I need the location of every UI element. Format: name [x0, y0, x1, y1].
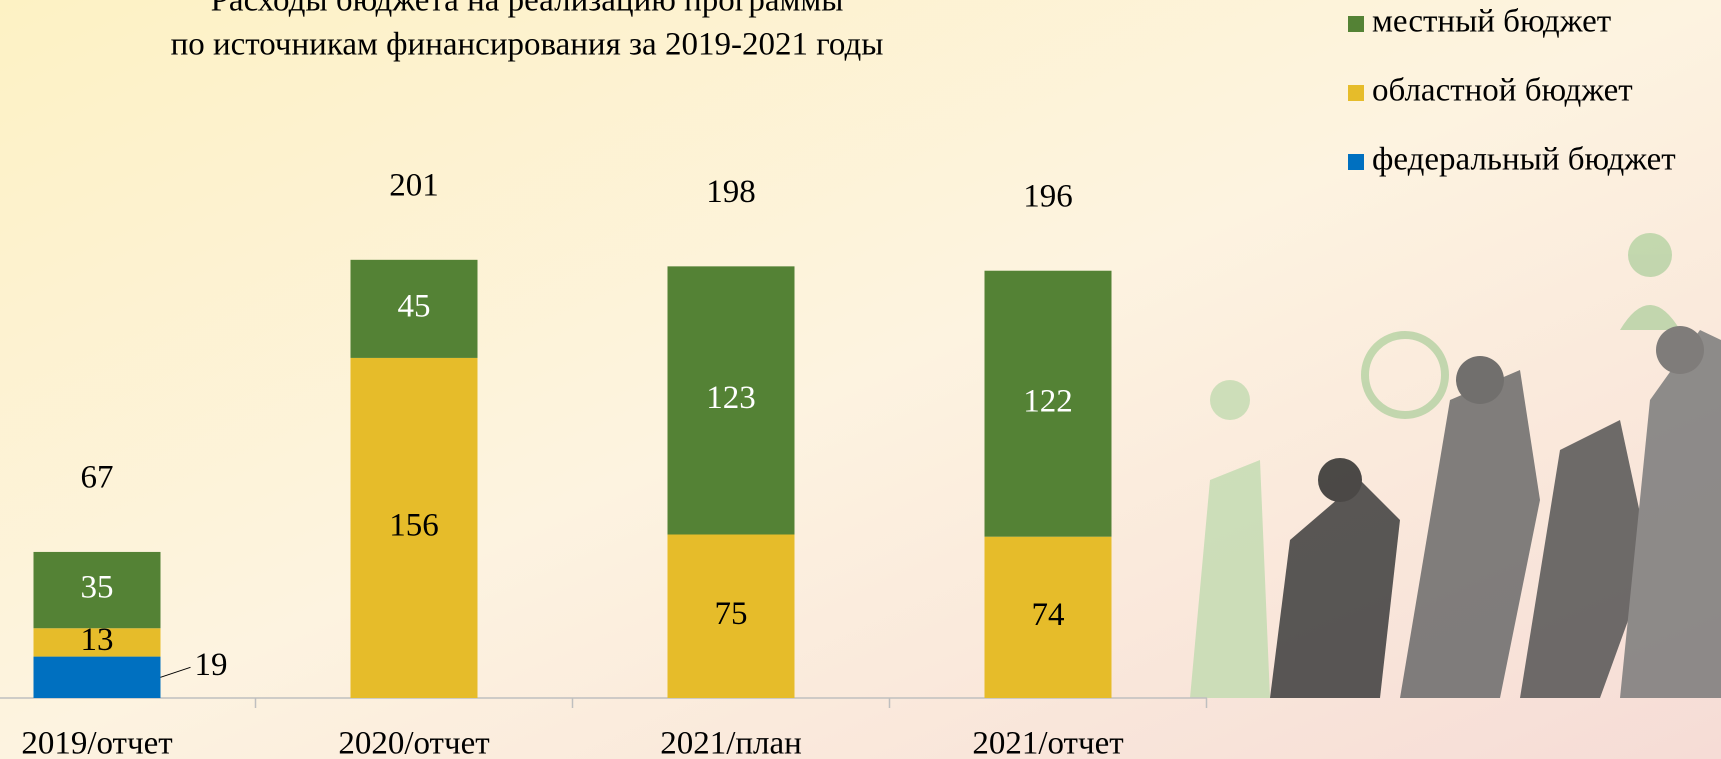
data-label: 19	[195, 647, 228, 683]
total-label: 196	[1023, 178, 1073, 214]
total-label: 67	[81, 460, 114, 496]
bar-segment	[984, 270, 1112, 537]
legend-label: областной бюджет	[1372, 73, 1633, 109]
data-label: 156	[389, 508, 439, 544]
leader-line	[160, 666, 191, 678]
chart-title: Расходы бюджета на реализацию программы	[211, 0, 844, 19]
total-label: 198	[706, 174, 756, 210]
legend-swatch	[1348, 16, 1364, 32]
data-label: 123	[706, 380, 756, 416]
bar-segment	[984, 536, 1112, 698]
bar-segment	[33, 656, 161, 698]
data-label: 45	[398, 288, 431, 324]
total-label: 201	[389, 167, 439, 203]
x-tick-label: 2021/план	[660, 726, 802, 759]
legend-swatch	[1348, 154, 1364, 170]
legend-label: федеральный бюджет	[1372, 142, 1676, 178]
bar-segment	[33, 551, 161, 629]
legend-label: местный бюджет	[1372, 4, 1611, 40]
decoration	[1190, 233, 1721, 698]
bar-segment	[667, 266, 795, 535]
bar-segment	[350, 357, 478, 698]
x-tick-label: 2020/отчет	[338, 726, 489, 759]
data-label: 74	[1032, 597, 1065, 633]
legend-swatch	[1348, 85, 1364, 101]
data-label: 75	[715, 596, 748, 632]
bar-segment	[33, 628, 161, 657]
x-tick-label: 2021/отчет	[972, 726, 1123, 759]
bar-segment	[350, 259, 478, 358]
data-label: 122	[1023, 383, 1073, 419]
bar-segment	[667, 534, 795, 698]
data-label: 35	[81, 570, 114, 606]
x-tick-label: 2019/отчет	[21, 726, 172, 759]
chart-title: по источникам финансирования за 2019-202…	[171, 27, 884, 63]
